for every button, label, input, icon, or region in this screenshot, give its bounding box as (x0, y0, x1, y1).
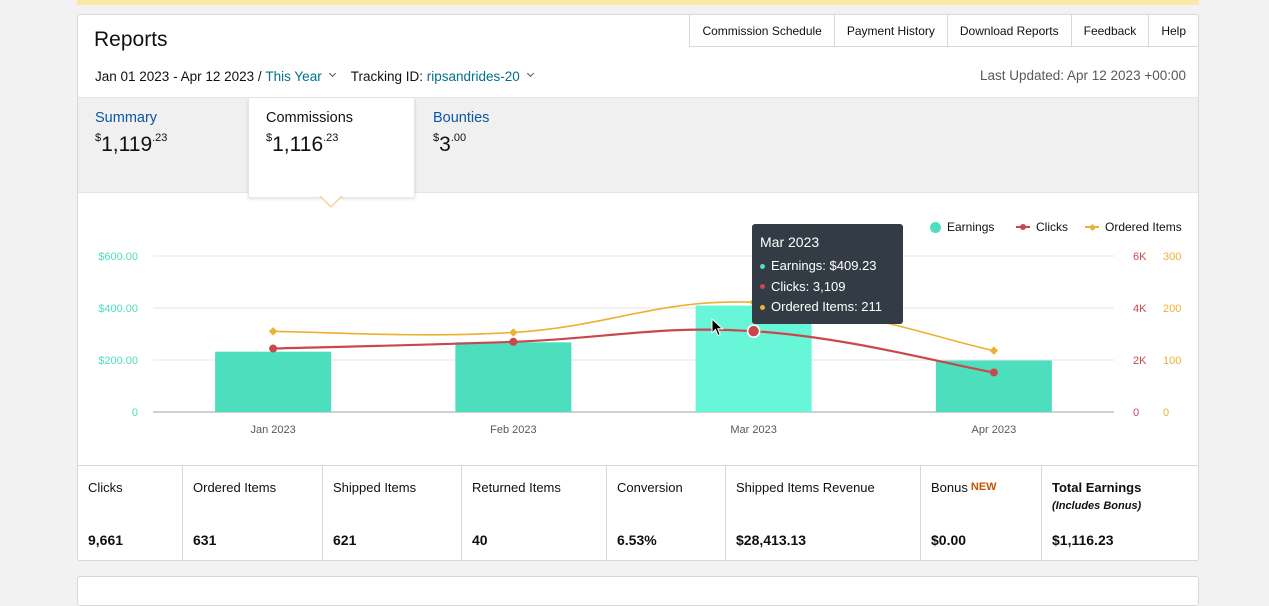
x-axis-tick: Jan 2023 (250, 424, 295, 436)
x-axis-tick: Mar 2023 (730, 424, 776, 436)
earnings-bar (935, 360, 1052, 412)
tooltip-earnings: Earnings: $409.23 (771, 258, 877, 273)
summary-amount: $1,119.23 (95, 132, 168, 156)
chevron-down-icon[interactable] (526, 69, 534, 78)
right-axis-clicks-tick: 0 (1133, 407, 1139, 419)
clicks-line (273, 328, 995, 374)
ordered-items-legend-icon (1085, 226, 1099, 228)
right-axis-clicks-tick: 2K (1133, 355, 1147, 367)
right-axis-items-tick: 100 (1163, 355, 1181, 367)
new-badge: NEW (970, 481, 997, 493)
metric-shipped-revenue: Shipped Items Revenue $28,413.13 (726, 466, 921, 560)
bounties-amount: $3.00 (433, 132, 467, 156)
metrics-bar: Clicks 9,661 Ordered Items 631 Shipped Ite… (78, 465, 1198, 560)
legend-earnings[interactable]: Earnings (930, 220, 994, 234)
clicks-legend-icon (1016, 223, 1030, 230)
legend-clicks[interactable]: Clicks (1016, 220, 1068, 234)
commission-schedule-tab[interactable]: Commission Schedule (690, 15, 835, 47)
metric-ordered-items: Ordered Items 631 (183, 466, 323, 560)
x-axis-tick: Feb 2023 (490, 424, 536, 436)
ordered-items-line (273, 301, 995, 352)
right-axis-items-tick: 300 (1163, 251, 1181, 263)
payment-history-tab[interactable]: Payment History (834, 15, 948, 47)
ordered-items-point (268, 327, 278, 336)
metric-bonus: Bonus NEW $0.00 (921, 466, 1042, 560)
active-tab-pointer (319, 195, 343, 208)
clicks-point (509, 337, 518, 346)
chevron-down-icon[interactable] (328, 69, 336, 78)
date-range: Jan 01 2023 - Apr 12 2023 / (95, 69, 262, 84)
commissions-tab-label: Commissions (266, 110, 354, 126)
download-reports-tab[interactable]: Download Reports (947, 15, 1072, 47)
left-axis-tick: $600.00 (98, 251, 138, 263)
summary-tabs: Summary $1,119.23 Commissions $1,116.23 … (78, 97, 1198, 197)
left-axis-tick: $400.00 (98, 303, 138, 315)
metric-total-earnings: Total Earnings (Includes Bonus) $1,116.23 (1052, 480, 1142, 548)
next-card (77, 576, 1199, 606)
ordered-bullet-icon (760, 304, 765, 310)
left-axis-tick: $200.00 (98, 355, 138, 367)
right-axis-clicks-tick: 6K (1133, 251, 1147, 263)
metric-clicks: Clicks 9,661 (78, 466, 183, 560)
right-axis-clicks-tick: 4K (1133, 303, 1147, 315)
metric-returned-items: Returned Items 40 (462, 466, 607, 560)
x-axis-tick: Apr 2023 (972, 424, 1017, 436)
clicks-point (989, 368, 998, 377)
mouse-cursor-icon (711, 318, 724, 337)
tooltip-ordered: Ordered Items: 211 (771, 299, 883, 314)
earnings-bar (215, 351, 332, 412)
bounties-tab[interactable]: Bounties $3.00 (416, 98, 586, 194)
feedback-tab[interactable]: Feedback (1071, 15, 1150, 47)
commissions-amount: $1,116.23 (266, 132, 339, 156)
reports-card: Reports Commission Schedule Payment Hist… (77, 14, 1199, 561)
earnings-bar (455, 342, 572, 412)
right-axis-items-tick: 0 (1163, 407, 1169, 419)
commissions-tab[interactable]: Commissions $1,116.23 (248, 98, 415, 197)
tooltip-title: Mar 2023 (760, 234, 820, 250)
summary-tab-label: Summary (95, 110, 158, 126)
metric-shipped-items: Shipped Items 621 (323, 466, 462, 560)
page-title: Reports (94, 28, 168, 51)
help-tab[interactable]: Help (1149, 15, 1198, 47)
clicks-point (269, 344, 278, 353)
earnings-bullet-icon (760, 263, 765, 269)
tracking-id-dropdown[interactable]: ripsandrides-20 (426, 69, 520, 84)
clicks-bullet-icon (760, 284, 765, 290)
metric-conversion: Conversion 6.53% (607, 466, 726, 560)
earnings-legend-icon (930, 221, 941, 233)
report-nav-tabs: Commission Schedule Payment History Down… (689, 15, 1198, 47)
earnings-chart[interactable]: 0 $200.00 $400.00 $600.00 0 2K 4K 6K 0 100 200 300 J… (78, 205, 1198, 465)
period-dropdown[interactable]: This Year (265, 69, 322, 84)
ordered-items-point (509, 328, 518, 337)
last-updated: Last Updated: Apr 12 2023 +00:00 (979, 68, 1186, 83)
right-axis-items-tick: 200 (1163, 303, 1181, 315)
tooltip-clicks: Clicks: 3,109 (771, 278, 846, 294)
ordered-items-point (989, 346, 999, 355)
chart-tooltip: Mar 2023 Earnings: $409.23 Clicks: 3,109… (752, 224, 903, 324)
notification-strip (77, 0, 1199, 5)
tracking-label: Tracking ID: (350, 69, 423, 84)
bounties-tab-label: Bounties (433, 110, 490, 126)
clicks-point (746, 324, 761, 338)
legend-ordered-items[interactable]: Ordered Items (1085, 220, 1182, 234)
summary-tab[interactable]: Summary $1,119.23 (78, 98, 248, 194)
filter-row: Jan 01 2023 - Apr 12 2023 / This Year Tr… (95, 69, 543, 84)
left-axis-tick: 0 (132, 407, 138, 419)
